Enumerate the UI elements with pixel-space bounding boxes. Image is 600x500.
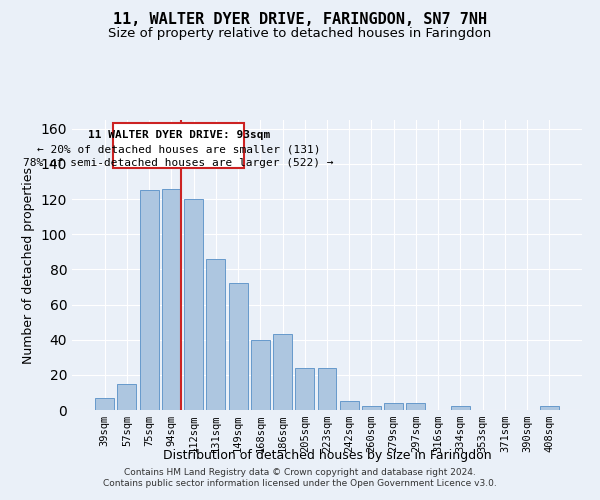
- Bar: [95, 398, 114, 410]
- Bar: [162, 188, 181, 410]
- Bar: [140, 190, 158, 410]
- Bar: [251, 340, 270, 410]
- Bar: [206, 259, 225, 410]
- Bar: [406, 403, 425, 410]
- Text: Size of property relative to detached houses in Faringdon: Size of property relative to detached ho…: [109, 28, 491, 40]
- Bar: [451, 406, 470, 410]
- Text: 78% of semi-detached houses are larger (522) →: 78% of semi-detached houses are larger (…: [23, 158, 334, 168]
- Bar: [317, 368, 337, 410]
- Bar: [384, 403, 403, 410]
- Bar: [362, 406, 381, 410]
- FancyBboxPatch shape: [113, 122, 244, 168]
- Bar: [295, 368, 314, 410]
- Bar: [229, 284, 248, 410]
- Bar: [184, 199, 203, 410]
- Text: Distribution of detached houses by size in Faringdon: Distribution of detached houses by size …: [163, 448, 491, 462]
- Bar: [540, 406, 559, 410]
- Text: ← 20% of detached houses are smaller (131): ← 20% of detached houses are smaller (13…: [37, 144, 320, 154]
- Text: 11 WALTER DYER DRIVE: 93sqm: 11 WALTER DYER DRIVE: 93sqm: [88, 130, 270, 140]
- Bar: [340, 401, 359, 410]
- Y-axis label: Number of detached properties: Number of detached properties: [22, 166, 35, 364]
- Text: 11, WALTER DYER DRIVE, FARINGDON, SN7 7NH: 11, WALTER DYER DRIVE, FARINGDON, SN7 7N…: [113, 12, 487, 28]
- Bar: [118, 384, 136, 410]
- Text: Contains HM Land Registry data © Crown copyright and database right 2024.
Contai: Contains HM Land Registry data © Crown c…: [103, 468, 497, 487]
- Bar: [273, 334, 292, 410]
